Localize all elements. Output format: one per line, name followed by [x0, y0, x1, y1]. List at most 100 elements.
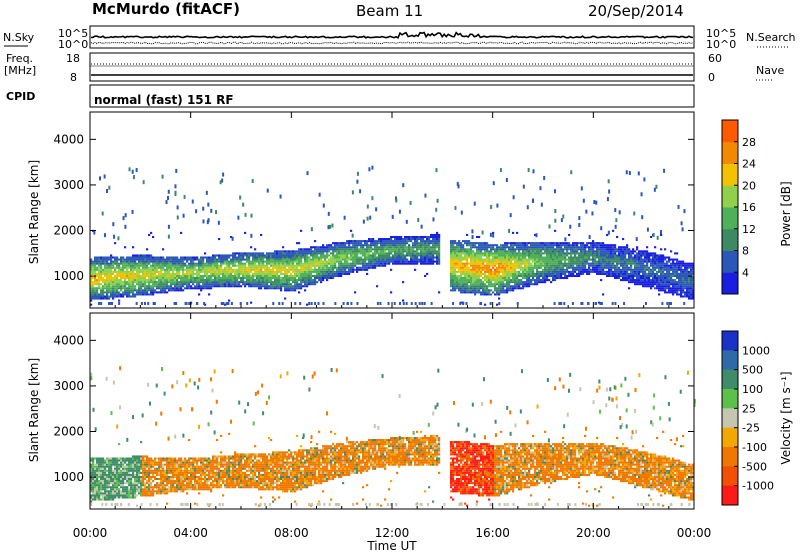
- range-cell: [568, 258, 571, 261]
- range-cell: [530, 250, 533, 253]
- range-cell: [96, 260, 99, 263]
- range-cell: [222, 281, 225, 284]
- range-cell: [258, 264, 261, 267]
- range-cell: [368, 238, 371, 241]
- range-cell: [304, 262, 307, 265]
- range-cell: [118, 291, 121, 294]
- range-cell: [672, 274, 675, 278]
- range-cell: [230, 285, 233, 288]
- range-cell: [518, 258, 521, 261]
- range-cell: [502, 262, 505, 265]
- range-cell: [208, 262, 211, 265]
- range-cell: [480, 287, 483, 290]
- range-cell: [430, 248, 433, 251]
- range-cell: [280, 258, 283, 261]
- range-cell: [280, 279, 283, 282]
- range-cell: [194, 277, 197, 280]
- range-cell: [92, 283, 95, 286]
- range-cell: [214, 258, 217, 261]
- range-cell: [606, 252, 609, 255]
- range-cell: [206, 256, 209, 259]
- range-cell: [534, 246, 537, 249]
- range-cell: [348, 262, 351, 265]
- range-cell: [200, 281, 203, 284]
- range-cell: [636, 258, 639, 261]
- range-cell: [296, 252, 299, 255]
- range-cell: [426, 254, 429, 257]
- range-cell: [606, 260, 609, 263]
- range-cell: [602, 264, 605, 267]
- range-cell: [278, 285, 281, 288]
- range-cell: [238, 256, 241, 259]
- range-cell: [338, 260, 341, 263]
- range-cell: [164, 289, 167, 292]
- range-cell: [436, 258, 439, 261]
- range-cell: [194, 279, 197, 282]
- range-cell: [226, 260, 229, 263]
- range-cell: [428, 240, 431, 243]
- range-cell: [498, 266, 501, 269]
- range-cell: [390, 238, 393, 241]
- range-cell: [400, 240, 403, 243]
- range-cell: [502, 287, 505, 290]
- range-cell: [538, 250, 541, 253]
- range-cell: [116, 291, 119, 294]
- range-cell: [100, 277, 103, 280]
- range-cell: [158, 277, 161, 280]
- range-cell: [654, 262, 657, 265]
- range-cell: [304, 283, 307, 286]
- range-cell: [152, 287, 155, 290]
- range-cell: [518, 283, 521, 286]
- range-cell: [392, 248, 395, 251]
- range-cell: [138, 266, 141, 269]
- range-cell: [318, 256, 321, 259]
- range-cell: [392, 254, 395, 257]
- range-cell: [548, 252, 551, 255]
- range-cell: [578, 258, 581, 261]
- range-cell: [308, 283, 311, 286]
- range-cell: [652, 274, 655, 278]
- range-cell: [430, 260, 433, 263]
- range-cell: [652, 281, 655, 284]
- range-cell: [548, 254, 551, 257]
- range-cell: [144, 277, 147, 280]
- range-cell: [592, 266, 595, 269]
- range-cell: [556, 246, 559, 249]
- range-cell: [348, 266, 351, 269]
- range-cell: [518, 272, 521, 275]
- range-cell: [518, 250, 521, 253]
- range-cell: [484, 264, 487, 267]
- range-cell: [270, 268, 273, 271]
- range-cell: [242, 268, 245, 271]
- range-cell: [594, 260, 597, 263]
- range-cell: [574, 266, 577, 269]
- range-cell: [672, 264, 675, 267]
- range-cell: [390, 256, 393, 259]
- range-cell: [398, 238, 401, 241]
- range-cell: [616, 256, 619, 259]
- range-cell: [342, 270, 345, 273]
- range-cell: [458, 285, 461, 288]
- range-cell: [330, 268, 333, 271]
- range-cell: [672, 293, 675, 296]
- range-cell: [484, 293, 487, 296]
- range-cell: [194, 264, 197, 267]
- range-cell: [234, 277, 237, 280]
- range-cell: [548, 244, 551, 247]
- range-cell: [174, 283, 177, 286]
- range-cell: [414, 238, 417, 241]
- range-cell: [604, 262, 607, 265]
- range-cell: [200, 277, 203, 280]
- range-cell: [332, 256, 335, 259]
- range-cell: [586, 272, 589, 275]
- range-cell: [258, 272, 261, 275]
- range-cell: [428, 256, 431, 259]
- range-cell: [356, 252, 359, 255]
- range-cell: [192, 266, 195, 269]
- range-cell: [296, 266, 299, 269]
- range-cell: [636, 268, 639, 271]
- range-cell: [192, 264, 195, 267]
- range-cell: [674, 272, 677, 275]
- range-cell: [142, 293, 145, 296]
- range-cell: [140, 293, 143, 296]
